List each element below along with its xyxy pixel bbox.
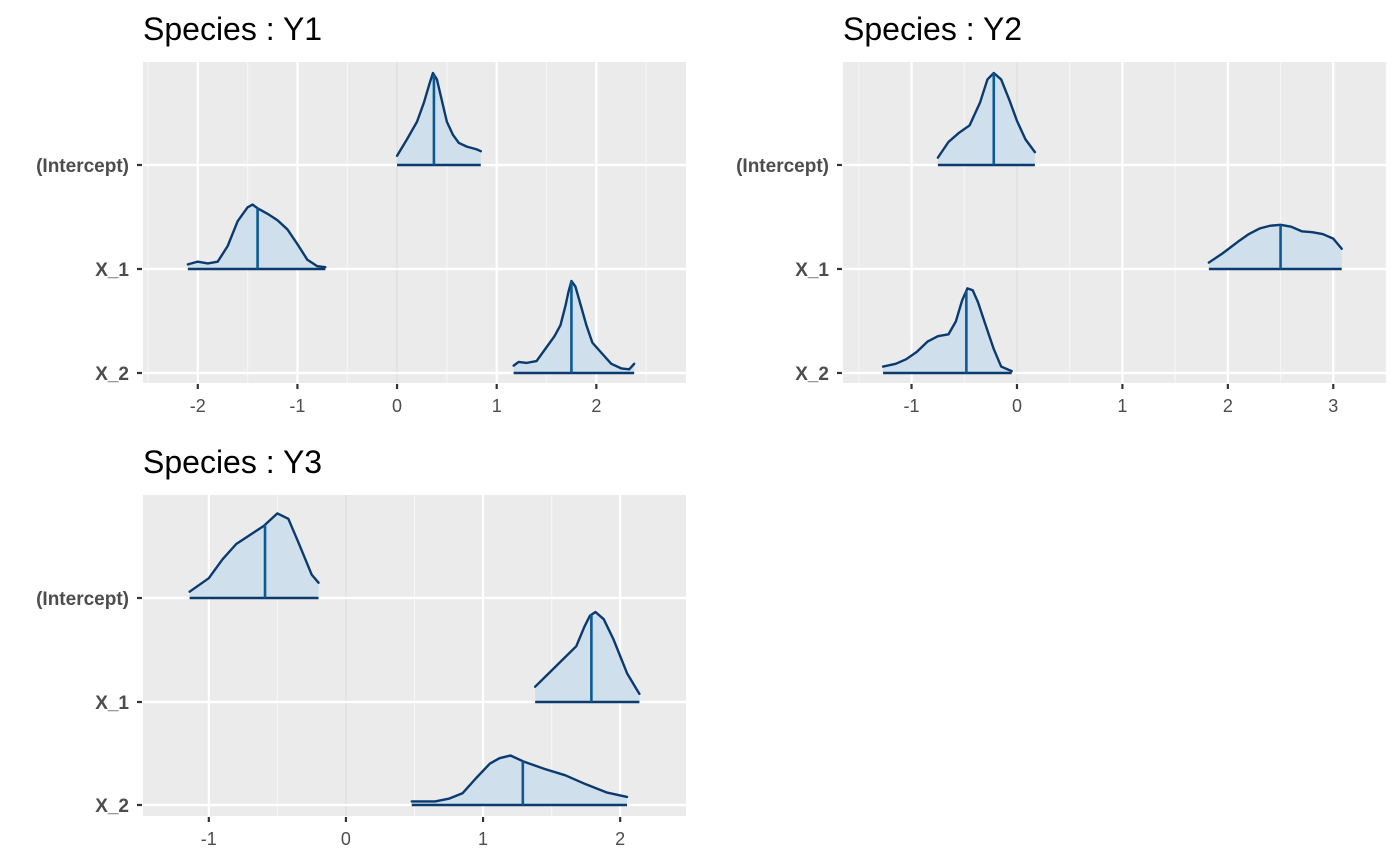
panel-background: [843, 62, 1386, 383]
facet-panel-y1: (Intercept) X_1 X_2 -2 -1 0 1 2 Species : Y1: [36, 11, 686, 416]
x-tick-label: 2: [615, 829, 625, 849]
x-tick-label: 0: [1012, 396, 1022, 416]
density-curve: [395, 71, 482, 157]
ridge-x_1: [1207, 223, 1343, 271]
x-tick-label: 1: [1117, 396, 1127, 416]
x-tick-label: 1: [492, 396, 502, 416]
density-curve: [188, 512, 320, 593]
panel-background: [143, 62, 686, 383]
density-area: [411, 755, 628, 805]
x-tick-label: 1: [478, 829, 488, 849]
density-curve: [410, 754, 629, 803]
ridge-x_2: [512, 279, 636, 375]
panel-title: Species : Y3: [143, 444, 322, 480]
y-tick-label: X_1: [95, 260, 129, 281]
density-area: [535, 612, 640, 702]
density-curve: [186, 203, 327, 269]
density-area: [189, 513, 319, 598]
ridge-x_2: [881, 287, 1013, 375]
panel-title: Species : Y2: [843, 11, 1022, 47]
x-tick-label: 0: [341, 829, 351, 849]
ridge-x_2: [410, 754, 629, 807]
density-area: [937, 73, 1035, 165]
ridge-x_1: [533, 610, 641, 704]
y-tick-label: X_2: [795, 364, 829, 385]
y-tick-label: (Intercept): [36, 589, 129, 610]
y-tick-label: X_1: [95, 693, 129, 714]
x-tick-label: 2: [591, 396, 601, 416]
density-curve: [936, 71, 1037, 159]
density-area: [397, 73, 481, 165]
panel-title: Species : Y1: [143, 11, 322, 47]
y-tick-label: X_2: [95, 364, 129, 385]
density-curve: [533, 610, 641, 696]
ridge-intercept: [936, 71, 1037, 167]
x-tick-label: -1: [904, 396, 920, 416]
y-tick-label: (Intercept): [736, 156, 829, 177]
y-tick-label: X_1: [795, 260, 829, 281]
x-tick-label: -1: [201, 829, 217, 849]
y-tick-label: (Intercept): [36, 156, 129, 177]
density-area: [513, 281, 635, 373]
x-tick-label: 2: [1223, 396, 1233, 416]
ridge-x_1: [186, 203, 327, 271]
density-curve: [881, 287, 1013, 373]
y-tick-label: X_2: [95, 796, 129, 817]
ridge-intercept: [395, 71, 482, 167]
x-tick-label: 3: [1328, 396, 1338, 416]
facet-panel-y3: (Intercept) X_1 X_2 -1 0 1 2 Species : Y3: [36, 444, 686, 849]
facet-panel-y2: (Intercept) X_1 X_2 -1 0 1 2 3 Species : Y2: [736, 11, 1387, 416]
ridge-intercept: [188, 512, 320, 600]
x-tick-label: 0: [392, 396, 402, 416]
x-tick-label: -1: [289, 396, 305, 416]
density-area: [1208, 224, 1342, 269]
x-tick-label: -2: [190, 396, 206, 416]
